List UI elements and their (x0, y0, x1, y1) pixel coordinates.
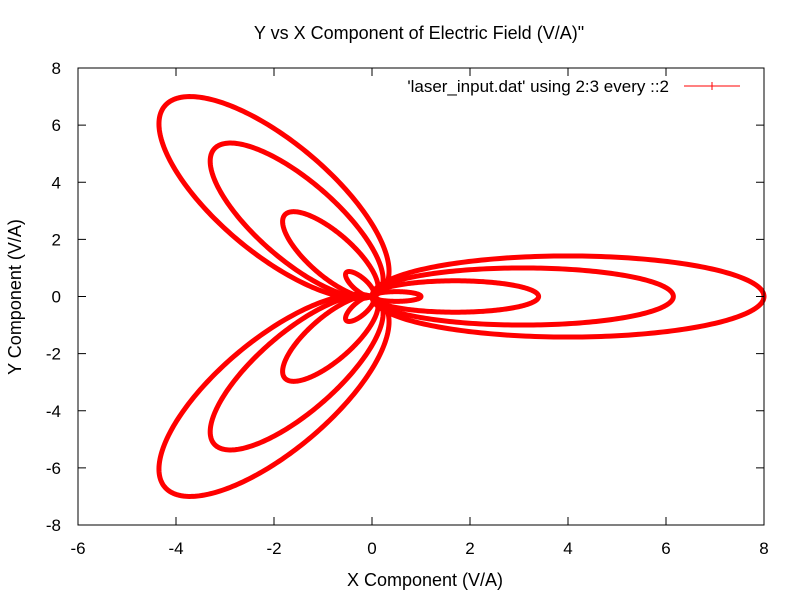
data-loop-path (369, 289, 424, 304)
y-axis-label: Y Component (V/A) (5, 219, 25, 375)
x-tick-label: -6 (70, 539, 85, 558)
data-loop-path (207, 140, 386, 301)
x-tick-label: 2 (465, 539, 474, 558)
chart-title: Y vs X Component of Electric Field (V/A)… (254, 23, 584, 43)
data-loop-path (280, 209, 381, 300)
y-tick-label: 0 (52, 288, 61, 307)
data-loop-path (343, 293, 377, 324)
data-loop-path (280, 293, 381, 384)
x-axis-label: X Component (V/A) (347, 570, 503, 590)
x-tick-label: -2 (266, 539, 281, 558)
y-tick-label: 2 (52, 230, 61, 249)
data-loop-path (369, 265, 676, 328)
x-tick-label: 0 (367, 539, 376, 558)
legend-label: 'laser_input.dat' using 2:3 every ::2 (407, 77, 669, 96)
axis-ticks: -6 -4 -2 0 2 4 6 8 -8 -6 -4 -2 0 2 4 6 8 (46, 59, 769, 558)
plot-data-layer (156, 94, 767, 499)
y-tick-label: -6 (46, 459, 61, 478)
y-tick-label: 8 (52, 59, 61, 78)
data-loop-path (369, 278, 542, 315)
y-tick-label: -2 (46, 345, 61, 364)
y-tick-label: -4 (46, 402, 61, 421)
data-loop-path (156, 291, 392, 499)
x-tick-label: -4 (168, 539, 183, 558)
x-tick-label: 6 (661, 539, 670, 558)
y-tick-label: -8 (46, 516, 61, 535)
x-tick-label: 4 (563, 539, 572, 558)
data-loop-path (207, 292, 386, 453)
legend: 'laser_input.dat' using 2:3 every ::2 (407, 77, 740, 96)
data-loop-path (156, 94, 392, 302)
y-tick-label: 6 (52, 116, 61, 135)
y-tick-label: 4 (52, 173, 61, 192)
x-tick-label: 8 (759, 539, 768, 558)
